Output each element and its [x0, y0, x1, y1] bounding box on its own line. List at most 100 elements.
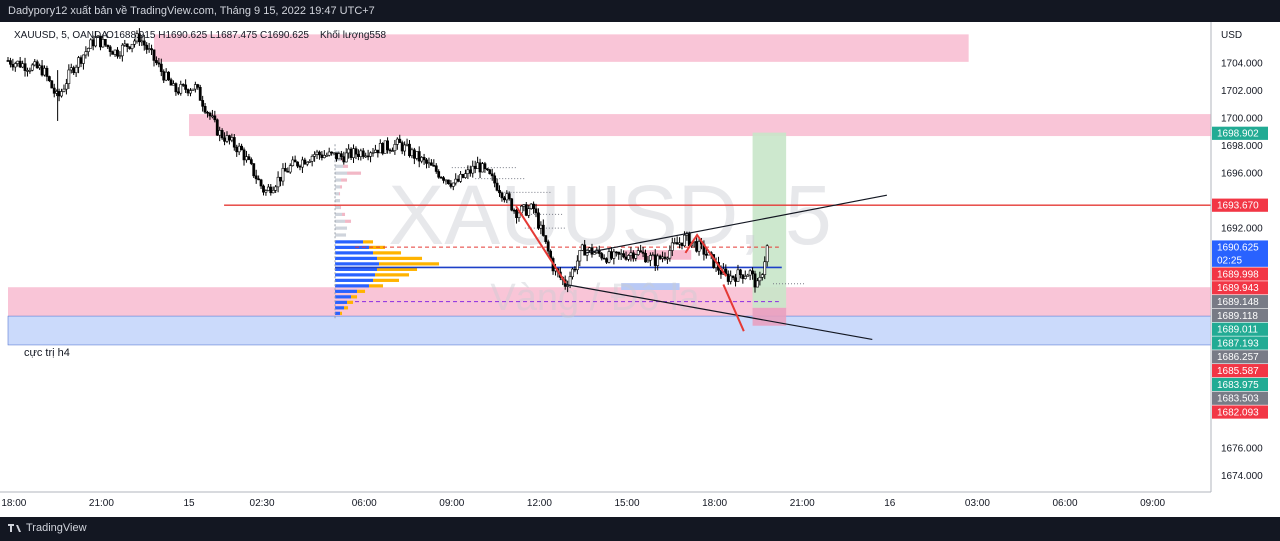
candle-body: [680, 242, 684, 247]
swing-down-line[interactable]: [722, 284, 745, 332]
swing-line[interactable]: [684, 233, 728, 277]
publish-header: Dadypory12 xuất bản về TradingView.com, …: [0, 0, 1280, 22]
candle-body: [296, 161, 299, 167]
candle-body: [262, 185, 265, 193]
candle-body: [254, 175, 258, 180]
price-label-box[interactable]: [1212, 364, 1268, 378]
candle-body: [125, 43, 129, 48]
mini-demand-box[interactable]: [621, 283, 680, 290]
candle-body: [288, 165, 292, 173]
price-label-box[interactable]: [1212, 267, 1268, 281]
price-label-box[interactable]: [1212, 405, 1268, 419]
volume-profile-bar: [340, 185, 343, 189]
candle-body: [35, 61, 39, 69]
candle-body: [636, 250, 640, 255]
candle-body: [169, 79, 173, 86]
candle-body: [210, 115, 214, 118]
candle-body: [653, 254, 657, 266]
price-label-box[interactable]: [1212, 240, 1268, 267]
candle-body: [157, 62, 161, 65]
candle-body: [417, 151, 421, 162]
wedge-upper-line[interactable]: [586, 194, 888, 254]
price-label-box[interactable]: [1212, 350, 1268, 364]
candle-body: [434, 165, 438, 172]
price-label-box[interactable]: [1212, 295, 1268, 309]
legend-symbol[interactable]: XAUUSD, 5, OANDA: [14, 30, 108, 41]
volume-profile-bar: [351, 295, 358, 299]
candle-body: [84, 51, 88, 56]
candle-body: [330, 151, 334, 154]
candle-body: [298, 165, 302, 168]
candle-body: [391, 150, 394, 152]
price-label-box[interactable]: [1212, 336, 1268, 350]
tradingview-logo[interactable]: TradingView: [8, 522, 87, 534]
candle-body: [174, 83, 178, 93]
candle-body: [50, 80, 54, 89]
candle-body: [332, 152, 336, 155]
candle-body: [13, 63, 17, 68]
candle-body: [286, 170, 290, 173]
price-label: 1685.587: [1217, 366, 1259, 377]
candle-body: [729, 275, 733, 282]
candle-body: [473, 165, 477, 169]
tradingview-logo-icon: [8, 523, 22, 533]
candle-body: [405, 143, 409, 146]
volume-profile-bar: [377, 267, 418, 271]
legend-volume: Khối lượng558: [320, 29, 387, 41]
price-label-box[interactable]: [1212, 322, 1268, 336]
candle-body: [641, 251, 645, 254]
candle-body: [52, 87, 56, 94]
candle-body: [614, 251, 618, 254]
candle-body: [374, 149, 377, 153]
supply-zone[interactable]: [189, 114, 1211, 137]
candle-body: [529, 203, 533, 209]
candle-body: [303, 159, 307, 165]
candle-body: [646, 259, 650, 263]
swing-down-line[interactable]: [515, 205, 567, 284]
candle-body: [89, 39, 93, 49]
price-label-box[interactable]: [1212, 308, 1268, 323]
candle-body: [361, 150, 365, 157]
candle-body: [106, 44, 110, 48]
x-tick-label: 15: [183, 498, 195, 509]
candle-body: [478, 162, 482, 173]
candle-body: [687, 232, 691, 247]
volume-profile-bar: [335, 289, 358, 293]
price-label-box[interactable]: [1212, 377, 1268, 392]
candle-body: [198, 87, 202, 101]
watermark-name: Vàng / Đô la: [490, 277, 700, 319]
price-label-box[interactable]: [1212, 126, 1268, 140]
candle-body: [142, 40, 146, 46]
demand-zone[interactable]: [7, 315, 1212, 346]
zone-label[interactable]: cực trị h4: [24, 347, 70, 359]
tradingview-brand: TradingView: [26, 522, 87, 534]
price-label-box[interactable]: [1212, 391, 1268, 405]
candle-body: [493, 175, 497, 184]
y-tick-label: 1704.000: [1221, 59, 1263, 70]
price-label-box[interactable]: [1212, 281, 1268, 295]
candle-body: [420, 157, 424, 162]
candle-body: [293, 159, 297, 163]
candle-body: [663, 256, 667, 259]
candle-body: [176, 91, 180, 94]
candle-body: [541, 224, 545, 236]
time-axis[interactable]: [0, 492, 1280, 517]
candle-body: [301, 159, 304, 168]
candle-body: [164, 71, 168, 81]
chart-svg[interactable]: XAUUSD, 5 Vàng / Đô la XAUUSD, 5, OANDA …: [0, 22, 1280, 517]
supply-zone[interactable]: [153, 34, 969, 62]
candle-body: [337, 153, 341, 160]
price-label-box[interactable]: [1212, 198, 1268, 212]
x-tick-label: 06:00: [1052, 498, 1077, 509]
candle-body: [602, 257, 606, 260]
candle-body: [610, 251, 613, 259]
wedge-lower-line[interactable]: [565, 283, 873, 341]
stop-zone[interactable]: [752, 307, 787, 326]
candle-body: [590, 247, 594, 255]
chart-frame[interactable]: XAUUSD, 5 Vàng / Đô la XAUUSD, 5, OANDA …: [0, 22, 1280, 517]
candle-body: [72, 67, 76, 74]
candle-body: [763, 261, 767, 275]
x-tick-label: 09:00: [439, 498, 464, 509]
candle-body: [191, 88, 195, 91]
volume-profile-bar: [347, 300, 354, 304]
